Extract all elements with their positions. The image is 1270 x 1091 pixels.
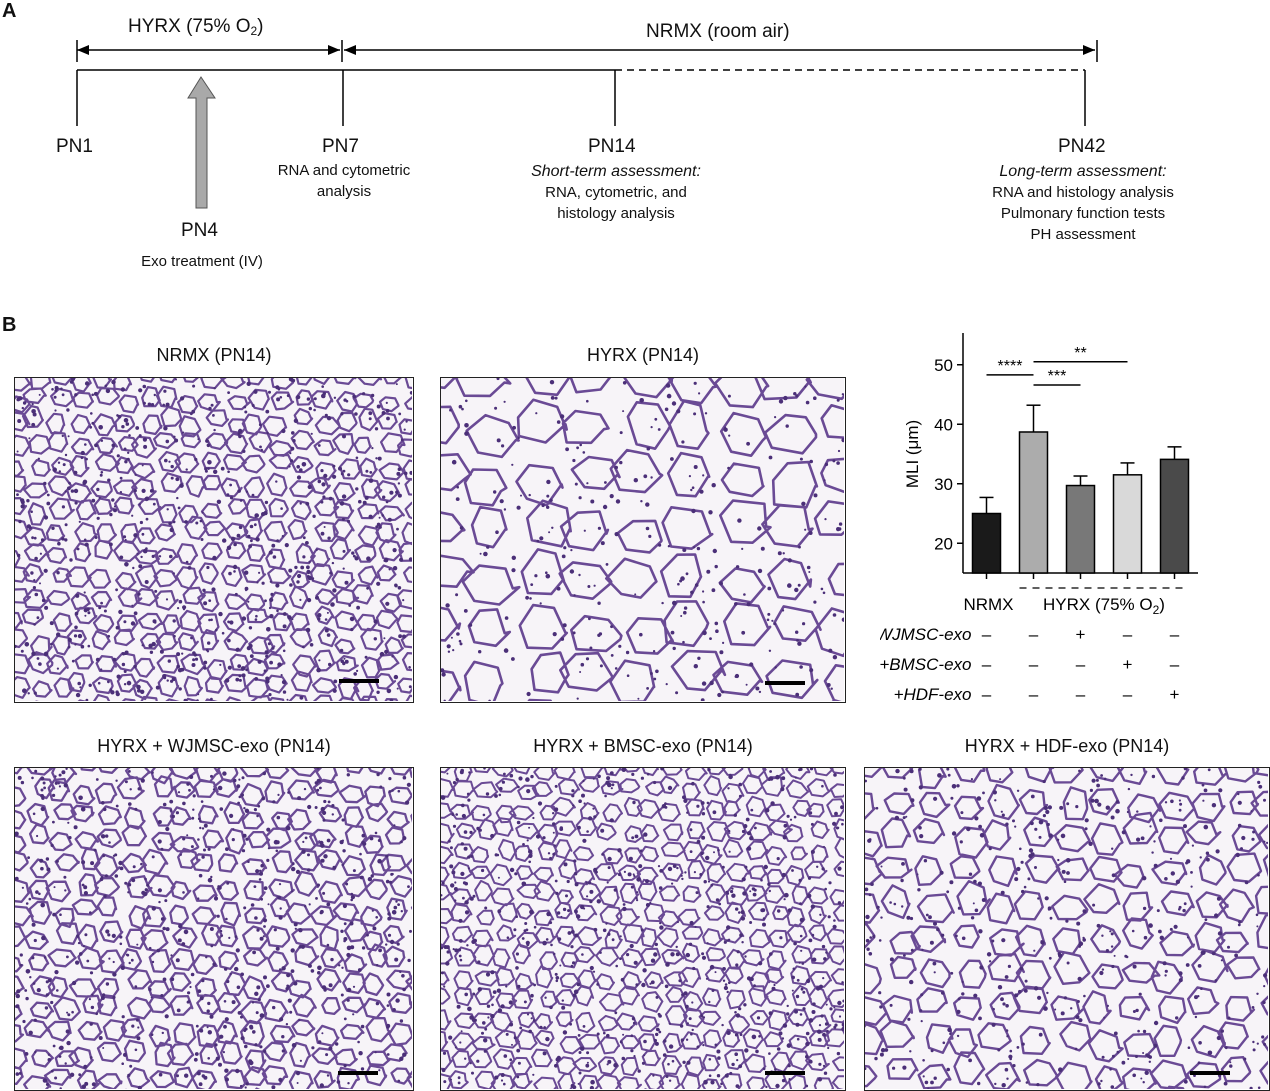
pn42-desc: Long-term assessment: RNA and histology … <box>992 163 1174 243</box>
treatment-sign: – <box>982 625 992 644</box>
micrograph-title: HYRX + WJMSC-exo (PN14) <box>97 736 331 756</box>
treatment-sign: – <box>1029 625 1039 644</box>
treatment-row-label: +BMSC-exo <box>880 655 972 674</box>
nrmx-label: NRMX (room air) <box>646 21 790 42</box>
treatment-sign: – <box>982 655 992 674</box>
treatment-row-label: +HDF-exo <box>894 685 972 704</box>
scale-bar <box>1190 1071 1230 1075</box>
treatment-sign: – <box>1029 655 1039 674</box>
treatment-sign: – <box>1123 685 1133 704</box>
pn14-label: PN14 <box>588 136 636 157</box>
nrmx-arrow-left <box>344 45 356 55</box>
y-axis-label: MLI (μm) <box>903 420 922 488</box>
treatment-sign: – <box>1123 625 1133 644</box>
treatment-sign: – <box>1076 655 1086 674</box>
timeline-diagram <box>76 40 1098 209</box>
hyrx-arrow-left <box>77 45 89 55</box>
treatment-sign: + <box>1076 625 1086 644</box>
panel-label-a: A <box>2 0 17 22</box>
micrograph-hyrx <box>440 377 846 703</box>
bar-nrmx <box>971 512 1002 574</box>
bar-hyrx <box>1018 431 1049 574</box>
treatment-sign: – <box>1029 685 1039 704</box>
significance-label: ** <box>1074 345 1086 362</box>
y-tick-label: 30 <box>934 475 953 494</box>
scale-bar <box>338 1071 378 1075</box>
micrograph-wjmsc <box>14 767 414 1091</box>
x-group-label-nrmx: NRMX <box>963 595 1013 614</box>
scale-bar <box>339 679 379 683</box>
treatment-arrow-icon <box>187 76 216 209</box>
micrograph-hdf <box>864 767 1270 1091</box>
nrmx-arrow-right <box>1083 45 1095 55</box>
bar-hyrx-wjmsc-exo <box>1065 484 1096 574</box>
hyrx-label: HYRX (75% O2) <box>128 16 264 38</box>
pn7-desc: RNA and cytometric analysis <box>277 162 411 200</box>
pn42-label: PN42 <box>1058 136 1106 157</box>
pn1-label: PN1 <box>56 136 93 157</box>
bar-hyrx-bmsc-exo <box>1112 474 1143 574</box>
bar-hyrx-hdf-exo <box>1159 458 1190 574</box>
y-tick-label: 40 <box>934 415 953 434</box>
micrograph-bmsc <box>440 767 846 1091</box>
treatment-sign: – <box>982 685 992 704</box>
y-tick-label: 50 <box>934 356 953 375</box>
scale-bar <box>765 681 805 685</box>
pn4-label: PN4 <box>181 220 218 241</box>
micrograph-title: HYRX (PN14) <box>586 345 700 365</box>
micrograph-nrmx <box>14 377 414 703</box>
panel-label-b: B <box>2 314 17 336</box>
treatment-sign: – <box>1076 685 1086 704</box>
hyrx-arrow-right <box>328 45 340 55</box>
significance-label: **** <box>998 358 1023 375</box>
x-group-label-hyrx: HYRX (75% O2) <box>1043 595 1165 617</box>
treatment-sign: – <box>1170 655 1180 674</box>
treatment-row-label: +WJMSC-exo <box>880 625 972 644</box>
micrograph-title: NRMX (PN14) <box>156 345 272 365</box>
pn7-label: PN7 <box>322 136 359 157</box>
treatment-sign: – <box>1170 625 1180 644</box>
pn14-desc: Short-term assessment: RNA, cytometric, … <box>531 163 701 222</box>
significance-label: *** <box>1048 368 1067 385</box>
treatment-sign: + <box>1123 655 1133 674</box>
micrograph-title: HYRX + HDF-exo (PN14) <box>964 736 1170 756</box>
micrograph-title: HYRX + BMSC-exo (PN14) <box>533 736 753 756</box>
treatment-sign: + <box>1170 685 1180 704</box>
pn4-desc: Exo treatment (IV) <box>141 253 263 270</box>
scale-bar <box>765 1071 805 1075</box>
y-tick-label: 20 <box>934 534 953 553</box>
